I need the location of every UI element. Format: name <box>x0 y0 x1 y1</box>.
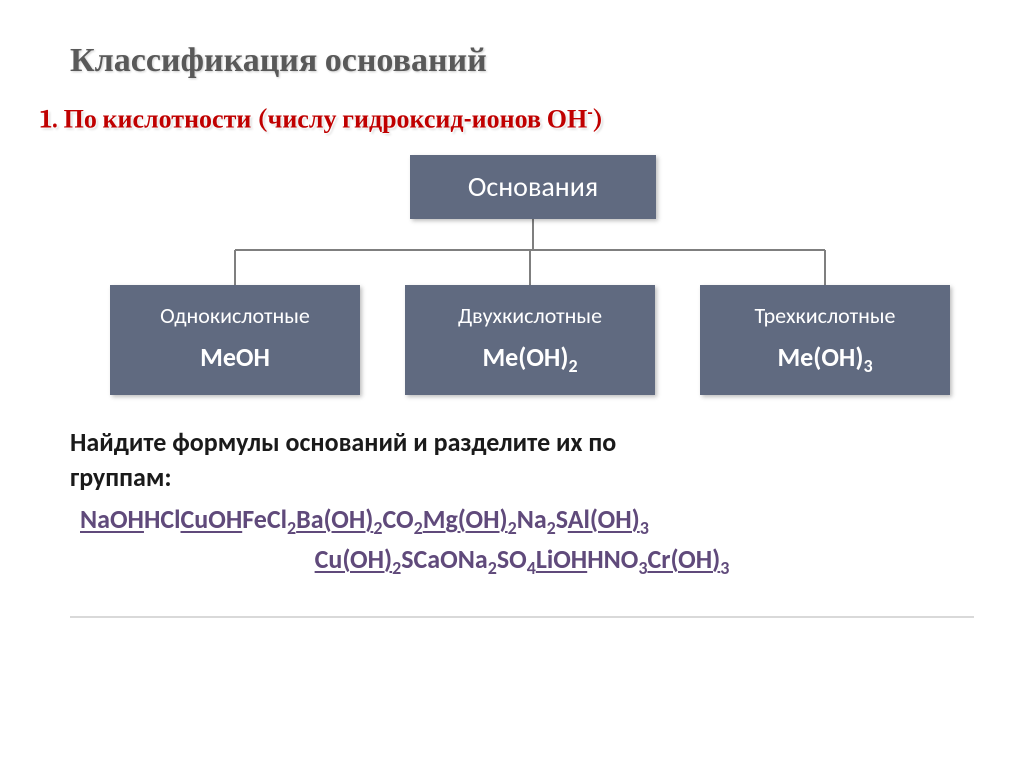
diagram-root-node: Основания <box>410 155 656 219</box>
diagram-root-label: Основания <box>468 169 598 204</box>
diagram-child-label: Двухкислотные <box>405 302 655 329</box>
slide-title: Классификация оснований <box>70 40 974 80</box>
diagram-child-formula: МеОН <box>110 341 360 377</box>
bottom-divider <box>70 616 974 618</box>
formula-line-1: NaOHHClCuOHFeCl2Ba(OH)2CO2Mg(OH)2Na2SAl(… <box>80 503 649 535</box>
diagram-child-label: Однокислотные <box>110 302 360 329</box>
task-line: группам: <box>70 461 172 493</box>
diagram-child-node: Двухкислотные Ме(ОН)2 <box>405 285 655 395</box>
formula-list: NaOHHClCuOHFeCl2Ba(OH)2CO2Mg(OH)2Na2SAl(… <box>70 501 974 582</box>
diagram-child-node: Трехкислотные Ме(ОН)3 <box>700 285 950 395</box>
hierarchy-diagram: Основания Однокислотные МеОН Двухкислотн… <box>70 155 974 415</box>
formula-line-2: Cu(OH)2SCaONa2SO4LiOHHNO3Cr(OH)3 <box>80 541 964 581</box>
subtitle-text-prefix: 1. По кислотности (числу гидроксид-ионов… <box>40 105 587 135</box>
task-text: Найдите формулы оснований и разделите их… <box>70 425 974 495</box>
diagram-child-label: Трехкислотные <box>700 302 950 329</box>
task-line: Найдите формулы оснований и разделите их… <box>70 426 616 458</box>
diagram-child-formula: Ме(ОН)3 <box>700 341 950 377</box>
diagram-child-formula: Ме(ОН)2 <box>405 341 655 377</box>
diagram-child-node: Однокислотные МеОН <box>110 285 360 395</box>
subtitle-text-suffix: ) <box>593 105 604 135</box>
slide-subtitle: 1. По кислотности (числу гидроксид-ионов… <box>40 102 974 135</box>
